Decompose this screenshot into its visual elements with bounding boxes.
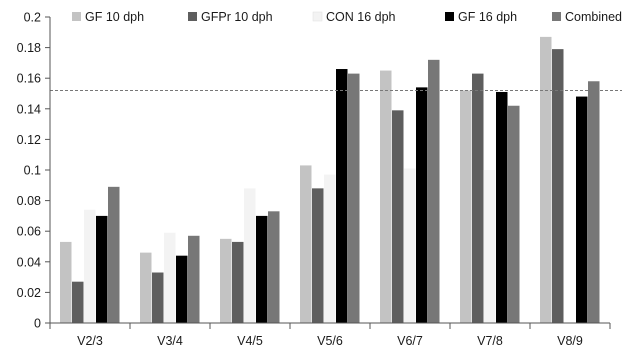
legend-label-1: GFPr 10 dph [201, 10, 273, 24]
bar-0-6 [540, 36, 552, 323]
legend-label-4: Combined [565, 10, 622, 24]
legend: GF 10 dph GFPr 10 dph CON 16 dph GF 16 dph C… [72, 10, 622, 24]
y-tick-label-0: 0 [34, 317, 41, 331]
y-tick-label-3: 0.06 [17, 225, 41, 239]
bar-1-4 [392, 110, 404, 323]
legend-swatch-0 [72, 12, 81, 21]
bars [60, 36, 600, 324]
bar-4-4 [428, 59, 440, 324]
y-tick-label-8: 0.16 [17, 72, 41, 86]
bar-0-2 [220, 238, 232, 323]
legend-swatch-1 [188, 12, 197, 21]
bar-1-2 [232, 241, 244, 323]
bar-4-2 [268, 211, 280, 323]
bar-3-0 [96, 215, 108, 323]
bar-3-6 [576, 96, 588, 323]
bar-2-5 [484, 170, 496, 323]
x-tick-label-2: V4/5 [237, 334, 263, 348]
bar-2-3 [324, 174, 336, 323]
y-tick-label-4: 0.08 [17, 194, 41, 208]
bar-4-0 [108, 186, 120, 323]
legend-label-3: GF 16 dph [458, 10, 517, 24]
bar-0-3 [300, 165, 312, 323]
y-tick-label-1: 0.02 [17, 286, 41, 300]
legend-swatch-3 [445, 12, 454, 21]
y-tick-label-6: 0.12 [17, 133, 41, 147]
bar-3-4 [416, 87, 428, 323]
bar-4-6 [588, 81, 600, 323]
legend-label-0: GF 10 dph [85, 10, 144, 24]
bar-1-5 [472, 73, 484, 323]
bar-1-3 [312, 188, 324, 323]
bar-3-5 [496, 91, 508, 323]
bar-3-1 [176, 255, 188, 323]
y-tick-label-2: 0.04 [17, 255, 41, 269]
bar-3-3 [336, 69, 348, 324]
bar-1-1 [152, 272, 164, 323]
y-axis-ticks: 0 0.02 0.04 0.06 0.08 0.1 0.12 0.14 0.16 0.18 0.2 [17, 11, 50, 331]
bar-2-1 [164, 232, 176, 323]
y-tick-label-7: 0.14 [17, 102, 41, 116]
x-tick-label-6: V8/9 [557, 334, 583, 348]
legend-swatch-2 [312, 11, 323, 22]
y-tick-label-10: 0.2 [24, 11, 41, 25]
bar-0-5 [460, 90, 472, 323]
bar-2-4 [404, 168, 416, 323]
x-tick-label-5: V7/8 [477, 334, 503, 348]
legend-label-2: CON 16 dph [326, 10, 396, 24]
bar-2-0 [84, 209, 96, 323]
bar-4-3 [348, 73, 360, 323]
bar-4-1 [188, 235, 200, 323]
legend-swatch-4 [552, 12, 561, 21]
x-tick-label-3: V5/6 [317, 334, 343, 348]
bar-0-4 [380, 70, 392, 323]
bar-0-0 [60, 241, 72, 323]
x-tick-label-1: V3/4 [157, 334, 183, 348]
bar-1-0 [72, 281, 84, 323]
bar-0-1 [140, 252, 152, 323]
x-tick-label-0: V2/3 [77, 334, 103, 348]
bar-4-5 [508, 105, 520, 324]
y-tick-label-5: 0.1 [24, 164, 41, 178]
x-axis-ticks: V2/3 V3/4 V4/5 V5/6 V6/7 V7/8 V8/9 [49, 323, 611, 348]
bar-1-6 [552, 49, 564, 323]
y-tick-label-9: 0.18 [17, 41, 41, 55]
bar-2-2 [244, 188, 256, 323]
bar-3-2 [256, 215, 268, 323]
x-tick-label-4: V6/7 [397, 334, 423, 348]
